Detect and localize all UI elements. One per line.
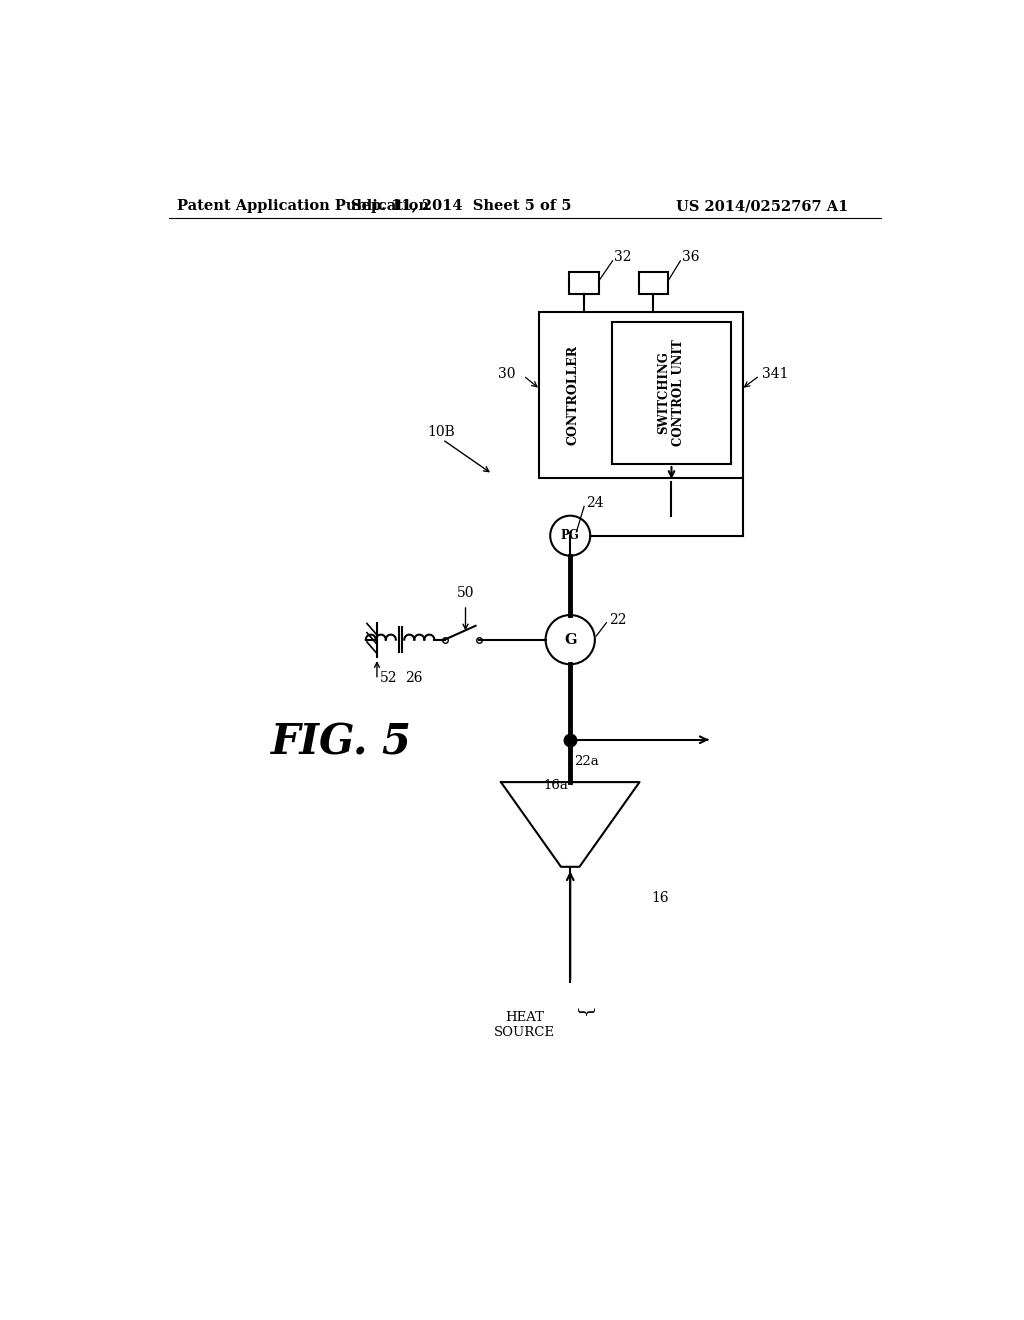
- Text: CONTROLLER: CONTROLLER: [567, 345, 580, 445]
- Bar: [639, 272, 668, 294]
- Text: 341: 341: [762, 367, 788, 381]
- Text: }: }: [574, 1007, 592, 1019]
- Text: 52: 52: [380, 671, 397, 685]
- Text: US 2014/0252767 A1: US 2014/0252767 A1: [676, 199, 848, 213]
- Text: 24: 24: [586, 496, 603, 511]
- Text: 50: 50: [457, 586, 474, 601]
- Circle shape: [550, 516, 590, 556]
- Bar: [611, 322, 731, 465]
- Text: 16: 16: [651, 891, 669, 904]
- Bar: [539, 313, 742, 478]
- Circle shape: [546, 615, 595, 664]
- Text: 36: 36: [682, 249, 699, 264]
- Bar: [569, 272, 599, 294]
- Text: Sep. 11, 2014  Sheet 5 of 5: Sep. 11, 2014 Sheet 5 of 5: [351, 199, 572, 213]
- Text: 32: 32: [614, 249, 632, 264]
- Text: Patent Application Publication: Patent Application Publication: [177, 199, 429, 213]
- Text: G: G: [564, 632, 577, 647]
- Text: 10B: 10B: [427, 425, 455, 438]
- Text: 16a: 16a: [544, 779, 568, 792]
- Text: HEAT
SOURCE: HEAT SOURCE: [495, 1011, 555, 1039]
- Text: SWITCHING
CONTROL UNIT: SWITCHING CONTROL UNIT: [657, 339, 685, 446]
- Text: 26: 26: [406, 671, 423, 685]
- Text: 30: 30: [498, 367, 515, 381]
- Text: 22a: 22a: [574, 755, 599, 768]
- Text: FIG. 5: FIG. 5: [270, 721, 412, 763]
- Text: PG: PG: [561, 529, 580, 543]
- Text: 22: 22: [608, 614, 627, 627]
